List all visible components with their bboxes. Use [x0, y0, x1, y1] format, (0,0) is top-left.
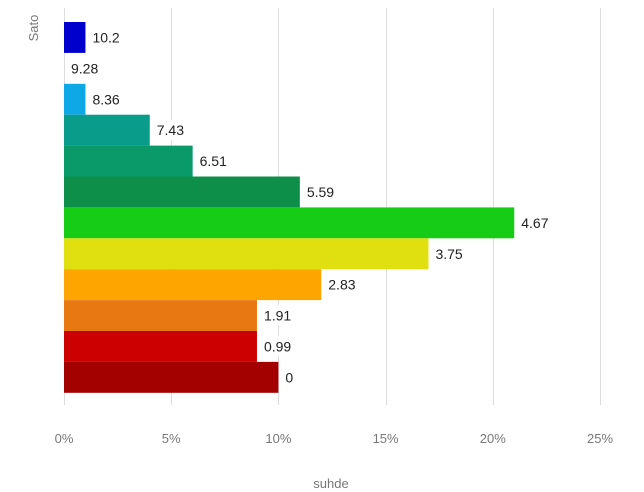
bar-label: 0	[285, 369, 293, 385]
x-axis-title: suhde	[313, 476, 348, 491]
bar-label: 3.75	[435, 246, 462, 262]
x-tick-label: 5%	[162, 431, 181, 446]
bar-label-background	[281, 366, 298, 387]
x-tick-label: 0%	[55, 431, 74, 446]
bar-label-background	[195, 150, 236, 171]
bar-label-background	[67, 57, 107, 78]
bar	[64, 114, 150, 146]
bar-label: 2.83	[328, 277, 355, 293]
bar	[64, 300, 257, 331]
bar	[64, 361, 279, 393]
bar-label-background	[259, 336, 300, 356]
bar-label-background	[431, 243, 472, 264]
bar-label: 7.43	[157, 122, 184, 138]
bars	[64, 22, 515, 393]
y-axis-title: Sato	[26, 15, 41, 42]
bar-label-background	[152, 119, 193, 140]
bar-label-background	[88, 88, 129, 109]
bar-label: 0.99	[264, 338, 291, 354]
bar-label-background	[88, 27, 129, 47]
x-tick-labels: 0% 5% 10% 15% 20% 25%	[55, 431, 614, 446]
x-tick-label: 20%	[480, 431, 506, 446]
bar	[64, 238, 429, 270]
bar-label-background	[259, 305, 300, 326]
bar	[64, 331, 257, 362]
bar-labels: 10.2 9.28 8.36 7.43 6.51 5.59 4.67 3.75 2.83 1.91…	[67, 27, 558, 387]
bar-label-background	[302, 181, 343, 202]
x-tick-label: 25%	[587, 431, 613, 446]
bar	[64, 207, 515, 239]
bar-label: 1.91	[264, 308, 291, 324]
bar-label: 5.59	[307, 184, 334, 200]
bar-label: 8.36	[92, 91, 119, 107]
bar	[64, 145, 193, 177]
bar	[64, 83, 86, 115]
x-tick-label: 15%	[373, 431, 399, 446]
bar	[64, 22, 86, 53]
bar-label-background	[517, 212, 558, 233]
bar-label: 9.28	[71, 60, 98, 76]
bar-label: 4.67	[521, 215, 548, 231]
bar-label: 6.51	[200, 153, 227, 169]
bar-label-background	[324, 274, 365, 295]
bar	[64, 269, 322, 301]
bar	[64, 176, 300, 208]
bar-label: 10.2	[92, 29, 119, 45]
x-tick-label: 10%	[265, 431, 291, 446]
